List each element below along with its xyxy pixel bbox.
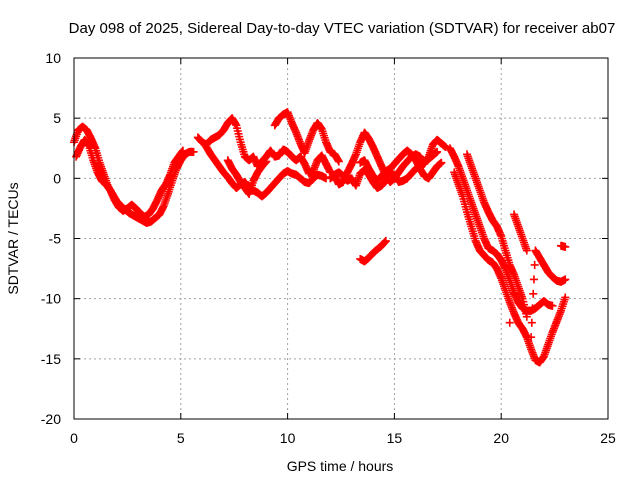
series-track-j bbox=[356, 236, 390, 266]
series-track-o bbox=[505, 241, 570, 342]
data-point bbox=[561, 293, 570, 302]
data-point bbox=[262, 157, 271, 166]
data-point bbox=[530, 260, 539, 269]
data-point bbox=[505, 318, 514, 327]
data-point bbox=[178, 146, 187, 155]
series-track-l bbox=[450, 168, 570, 367]
series-track-n bbox=[510, 210, 531, 255]
plot-frame bbox=[73, 57, 609, 420]
y-tick-label: 5 bbox=[53, 110, 61, 126]
x-tick-label: 20 bbox=[493, 430, 509, 446]
series-track-m bbox=[463, 150, 531, 321]
x-tick-label: 10 bbox=[280, 430, 296, 446]
series-track-a bbox=[70, 122, 198, 227]
series-track-f bbox=[223, 156, 271, 198]
data-point bbox=[334, 157, 343, 166]
data-point bbox=[561, 242, 570, 251]
data-point bbox=[189, 147, 198, 156]
data-point bbox=[381, 236, 390, 245]
y-tick-label: -5 bbox=[49, 231, 62, 247]
y-tick-label: -15 bbox=[41, 351, 61, 367]
data-point bbox=[522, 246, 531, 255]
data-point bbox=[522, 312, 531, 321]
x-tick-label: 0 bbox=[70, 430, 78, 446]
data-point bbox=[527, 333, 536, 342]
series-track-i bbox=[356, 146, 446, 185]
data-point bbox=[548, 301, 557, 310]
data-point bbox=[527, 318, 536, 327]
data-points bbox=[70, 108, 570, 367]
data-point bbox=[529, 275, 538, 284]
y-tick-label: 0 bbox=[53, 170, 61, 186]
x-tick-label: 25 bbox=[600, 430, 616, 446]
data-point bbox=[441, 143, 450, 152]
series-track-k bbox=[445, 144, 557, 315]
y-axis-label: SDTVAR / TECUs bbox=[5, 182, 21, 294]
axis-ticks: 0 5 10 15 20 25 -20 -15 -10 -5 0 5 10 bbox=[41, 50, 616, 446]
data-point bbox=[437, 158, 446, 167]
series-track-b bbox=[72, 135, 187, 221]
x-tick-label: 15 bbox=[387, 430, 403, 446]
chart-title: Day 098 of 2025, Sidereal Day-to-day VTE… bbox=[69, 20, 616, 37]
data-point bbox=[529, 289, 538, 298]
data-point bbox=[528, 304, 537, 313]
x-axis-label: GPS time / hours bbox=[287, 458, 394, 474]
y-tick-label: 10 bbox=[45, 50, 61, 66]
series-track-e bbox=[270, 108, 343, 166]
data-point bbox=[433, 147, 442, 156]
y-tick-label: -10 bbox=[41, 291, 61, 307]
data-point bbox=[561, 275, 570, 284]
grid-lines bbox=[74, 58, 608, 419]
y-tick-label: -20 bbox=[41, 411, 61, 427]
x-tick-label: 5 bbox=[177, 430, 185, 446]
